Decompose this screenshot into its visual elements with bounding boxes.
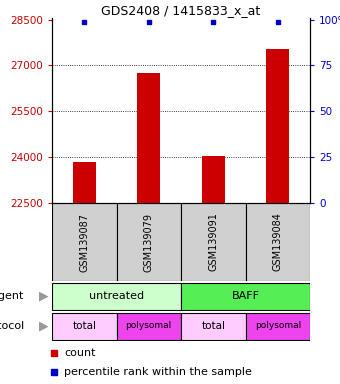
Text: polysomal: polysomal bbox=[255, 321, 301, 331]
Text: untreated: untreated bbox=[89, 291, 144, 301]
Text: count: count bbox=[64, 348, 96, 358]
Bar bbox=[202, 156, 224, 203]
Text: agent: agent bbox=[0, 291, 24, 301]
Bar bbox=[52, 203, 117, 281]
Text: GSM139087: GSM139087 bbox=[79, 212, 89, 271]
Bar bbox=[117, 203, 181, 281]
Bar bbox=[52, 313, 117, 339]
Bar bbox=[181, 313, 245, 339]
Bar bbox=[245, 203, 310, 281]
Text: GSM139079: GSM139079 bbox=[144, 212, 154, 271]
Bar bbox=[137, 73, 160, 203]
Text: total: total bbox=[72, 321, 96, 331]
Text: ▶: ▶ bbox=[39, 319, 49, 333]
Text: polysomal: polysomal bbox=[125, 321, 172, 331]
Bar bbox=[181, 283, 310, 310]
Text: ▶: ▶ bbox=[39, 290, 49, 303]
Title: GDS2408 / 1415833_x_at: GDS2408 / 1415833_x_at bbox=[101, 4, 261, 17]
Text: GSM139091: GSM139091 bbox=[208, 213, 218, 271]
Bar bbox=[267, 49, 289, 203]
Text: total: total bbox=[201, 321, 225, 331]
Bar bbox=[181, 203, 245, 281]
Bar bbox=[52, 283, 181, 310]
Bar bbox=[245, 313, 310, 339]
Text: GSM139084: GSM139084 bbox=[273, 213, 283, 271]
Text: BAFF: BAFF bbox=[232, 291, 259, 301]
Bar bbox=[73, 162, 96, 203]
Bar bbox=[117, 313, 181, 339]
Text: protocol: protocol bbox=[0, 321, 24, 331]
Text: percentile rank within the sample: percentile rank within the sample bbox=[64, 367, 252, 377]
